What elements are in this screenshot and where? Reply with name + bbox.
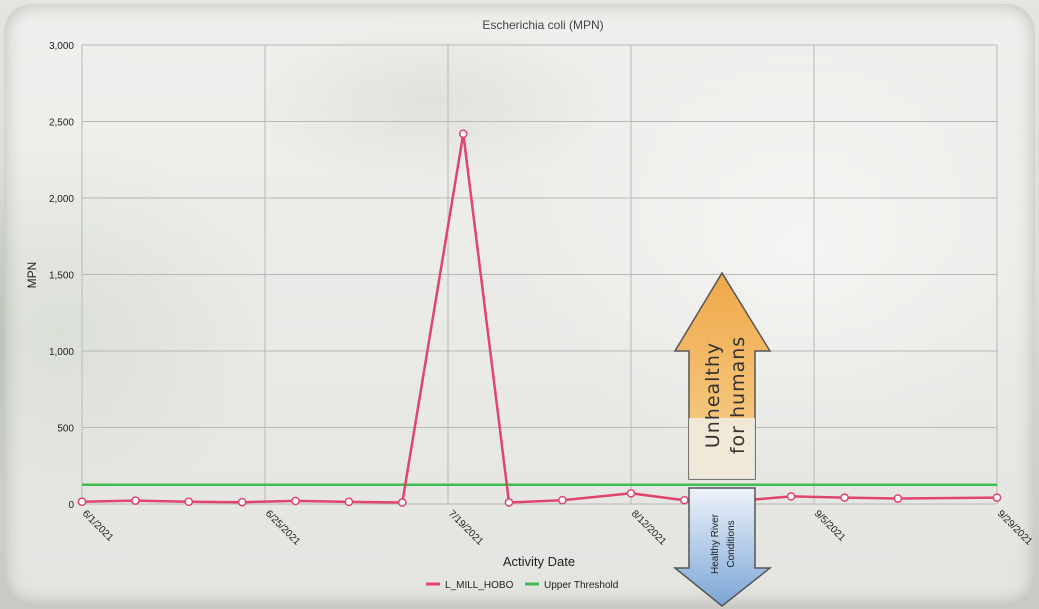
data-point <box>680 495 689 505</box>
y-tick-label: 0 <box>68 500 74 511</box>
data-point <box>77 497 87 507</box>
legend: L_MILL_HOBO Upper Threshold <box>426 580 618 591</box>
chart-title: Escherichia coli (MPN) <box>482 18 603 32</box>
data-point <box>992 493 1002 502</box>
y-tick-label: 3,000 <box>49 41 74 52</box>
healthy-label-line1: Healthy River <box>710 513 721 574</box>
legend-label-series-1: L_MILL_HOBO <box>445 580 514 591</box>
y-axis-label: MPN <box>25 262 39 289</box>
x-tick-label: 7/19/2021 <box>446 508 486 548</box>
data-point <box>131 496 140 505</box>
data-point <box>458 129 468 139</box>
y-axis-ticks: 0 500 1,000 1,500 2,000 2,500 3,000 <box>49 41 74 511</box>
data-point <box>504 498 514 507</box>
data-point <box>786 492 796 501</box>
series-line-1 <box>81 132 998 504</box>
data-point <box>558 495 567 505</box>
y-tick-label: 1,000 <box>49 347 74 358</box>
grid <box>81 44 998 505</box>
y-tick-label: 2,000 <box>49 194 74 205</box>
y-tick-label: 2,500 <box>49 118 74 129</box>
x-axis-ticks: 6/1/2021 6/25/2021 7/19/2021 8/12/2021 9/5/2… <box>80 508 1035 548</box>
x-tick-label: 9/29/2021 <box>995 508 1035 548</box>
data-point <box>893 494 903 503</box>
x-tick-label: 6/25/2021 <box>263 508 303 548</box>
healthy-arrow: Healthy River Conditions <box>672 487 773 607</box>
unhealthy-label-line1: Unhealthy <box>702 342 724 448</box>
unhealthy-arrow: Unhealthy for humans <box>673 271 772 480</box>
legend-label-series-2: Upper Threshold <box>544 580 618 591</box>
unhealthy-label-line2: for humans <box>727 336 749 454</box>
x-tick-label: 9/5/2021 <box>812 508 848 544</box>
data-point <box>344 497 354 507</box>
chart-card <box>4 4 1035 605</box>
y-tick-label: 1,500 <box>49 271 74 282</box>
healthy-label-line2: Conditions <box>726 520 737 567</box>
data-point <box>291 496 300 506</box>
series <box>77 129 1002 507</box>
data-point <box>237 497 247 507</box>
data-point <box>397 498 407 507</box>
data-point <box>184 497 194 507</box>
x-tick-label: 8/12/2021 <box>629 508 669 548</box>
data-point <box>840 493 849 502</box>
data-point <box>626 488 636 498</box>
x-axis-label: Activity Date <box>503 554 575 569</box>
x-tick-label: 6/1/2021 <box>80 508 116 544</box>
y-tick-label: 500 <box>57 424 74 435</box>
